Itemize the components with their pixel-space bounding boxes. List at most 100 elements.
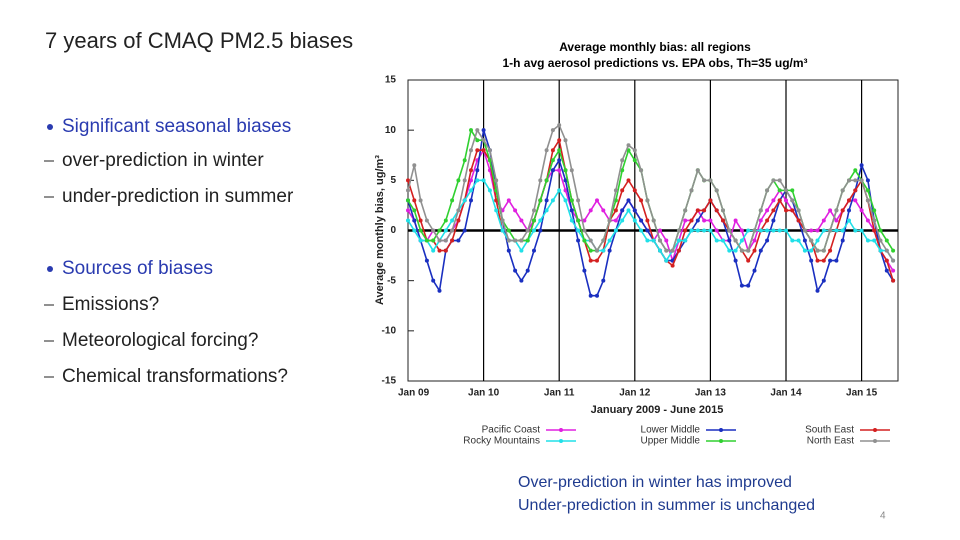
data-point: [815, 288, 820, 293]
legend-marker: [559, 439, 563, 443]
bullet-item: Chemical transformations?: [62, 366, 288, 387]
data-point: [840, 228, 845, 233]
data-point: [544, 198, 549, 203]
data-point: [834, 228, 839, 233]
data-point: [784, 188, 788, 193]
data-point: [437, 238, 442, 243]
legend-marker: [559, 428, 563, 432]
x-tick-label: Jan 10: [468, 388, 500, 399]
data-point: [557, 188, 562, 193]
data-point: [469, 188, 473, 193]
data-point: [613, 188, 618, 193]
data-point: [639, 228, 644, 233]
y-tick-label: 10: [385, 125, 397, 136]
data-point: [620, 208, 625, 213]
data-point: [670, 263, 675, 268]
data-point: [853, 198, 858, 203]
data-point: [727, 248, 732, 253]
data-point: [525, 238, 530, 243]
data-point: [872, 228, 877, 233]
data-point: [487, 188, 492, 193]
data-point: [758, 208, 763, 213]
data-point: [752, 248, 757, 253]
data-point: [664, 248, 669, 253]
data-point: [865, 218, 870, 223]
data-point: [878, 228, 883, 233]
data-point: [506, 248, 511, 253]
data-point: [424, 258, 429, 263]
data-point: [424, 218, 429, 223]
data-point: [645, 238, 650, 243]
data-point: [538, 178, 543, 183]
data-point: [582, 268, 587, 273]
data-point: [891, 268, 896, 273]
data-point: [595, 198, 599, 203]
data-point: [563, 138, 568, 143]
bullet-item: over-prediction in winter: [62, 150, 264, 171]
data-point: [431, 238, 436, 243]
data-point: [601, 208, 606, 213]
data-point: [569, 198, 574, 203]
data-point: [406, 188, 410, 193]
data-point: [563, 188, 568, 193]
data-point: [487, 148, 492, 153]
legend-label: Lower Middle: [641, 425, 701, 436]
data-point: [613, 218, 618, 223]
data-point: [494, 178, 499, 183]
data-point: [595, 293, 599, 298]
data-point: [708, 218, 713, 223]
data-point: [859, 208, 864, 213]
data-point: [588, 293, 593, 298]
data-point: [796, 238, 801, 243]
legend-label: Pacific Coast: [482, 425, 541, 436]
data-point: [469, 148, 473, 153]
data-point: [481, 128, 486, 133]
data-point: [765, 188, 770, 193]
data-point: [859, 228, 864, 233]
data-point: [412, 228, 417, 233]
data-point: [550, 168, 555, 173]
data-point: [802, 248, 807, 253]
data-point: [500, 218, 505, 223]
data-point: [582, 228, 587, 233]
data-point: [809, 248, 814, 253]
data-point: [771, 228, 776, 233]
legend-marker: [873, 428, 877, 432]
data-point: [847, 208, 851, 213]
data-point: [519, 248, 524, 253]
data-point: [689, 228, 694, 233]
data-point: [481, 138, 486, 143]
data-point: [739, 238, 744, 243]
bullet-heading: Sources of biases: [62, 258, 213, 279]
data-point: [645, 228, 650, 233]
data-point: [840, 208, 845, 213]
data-point: [708, 178, 713, 183]
data-point: [544, 178, 549, 183]
data-point: [714, 238, 719, 243]
data-point: [557, 148, 562, 153]
data-point: [538, 228, 543, 233]
data-point: [462, 228, 467, 233]
data-point: [406, 178, 410, 183]
data-point: [645, 218, 650, 223]
legend-marker: [873, 439, 877, 443]
data-point: [777, 188, 782, 193]
data-point: [752, 238, 757, 243]
data-point: [406, 218, 410, 223]
data-point: [424, 238, 429, 243]
x-axis-label: January 2009 - June 2015: [591, 404, 724, 416]
data-point: [683, 208, 688, 213]
data-point: [683, 238, 688, 243]
data-point: [494, 198, 499, 203]
data-point: [620, 168, 625, 173]
data-point: [815, 238, 820, 243]
series-line: [407, 129, 894, 297]
data-point: [469, 178, 473, 183]
data-point: [758, 228, 763, 233]
data-point: [443, 228, 448, 233]
data-point: [532, 248, 536, 253]
series-line: [407, 179, 894, 263]
data-point: [462, 158, 467, 163]
data-point: [557, 168, 562, 173]
data-point: [525, 228, 530, 233]
